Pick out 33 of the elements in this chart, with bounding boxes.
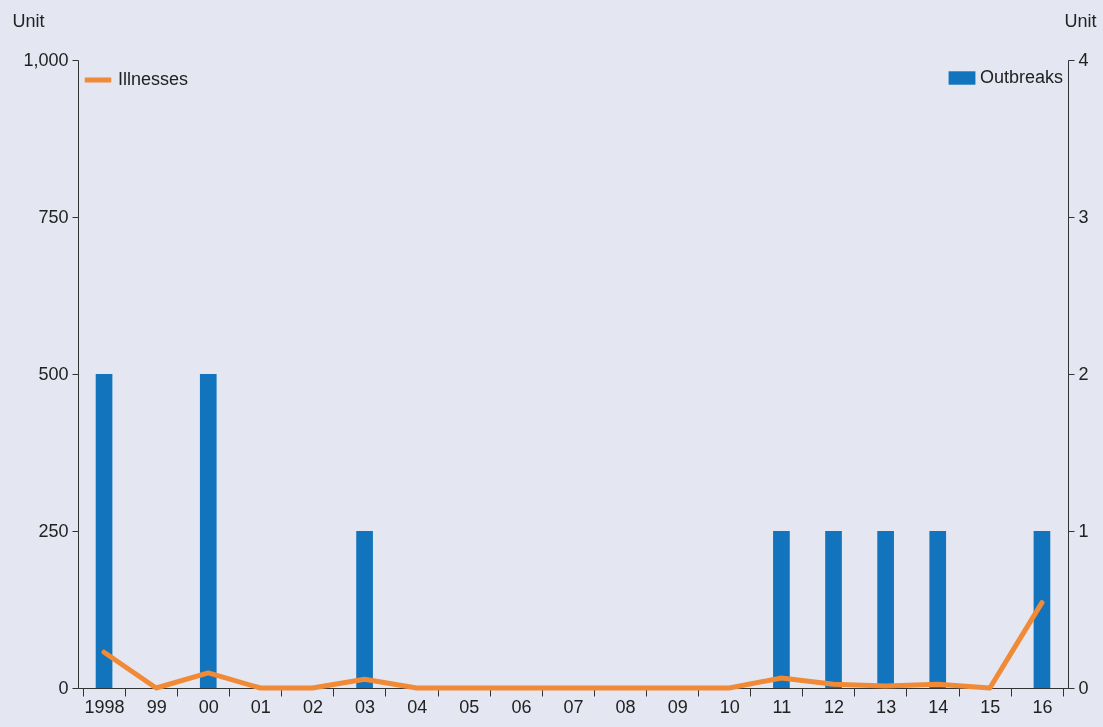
x-tick-label: 00 xyxy=(198,696,219,717)
y-axis-title: Unit xyxy=(12,10,45,31)
y2-tick-label: 1 xyxy=(1078,520,1089,541)
x-tick-label: 16 xyxy=(1032,696,1053,717)
x-tick-label: 06 xyxy=(511,696,532,717)
y2-axis-title: Unit xyxy=(1064,10,1097,31)
y-tick-label: 250 xyxy=(38,520,69,541)
x-tick-label: 01 xyxy=(250,696,271,717)
x-tick-label: 10 xyxy=(719,696,740,717)
x-tick-label: 02 xyxy=(302,696,323,717)
x-tick-label: 99 xyxy=(146,696,167,717)
x-tick-label: 12 xyxy=(824,696,845,717)
x-tick-label: 13 xyxy=(876,696,897,717)
x-tick-label: 1998 xyxy=(84,696,125,717)
y2-tick-label: 4 xyxy=(1078,49,1089,70)
x-tick-label: 09 xyxy=(667,696,688,717)
x-tick-label: 14 xyxy=(928,696,949,717)
x-tick-label: 07 xyxy=(563,696,584,717)
x-tick-label: 15 xyxy=(980,696,1001,717)
y-tick-label: 750 xyxy=(38,206,69,227)
y-tick-label: 0 xyxy=(58,677,69,698)
y2-tick-label: 3 xyxy=(1078,206,1089,227)
x-tick-label: 03 xyxy=(355,696,376,717)
x-tick-label: 08 xyxy=(615,696,636,717)
x-tick-label: 04 xyxy=(407,696,428,717)
y2-tick-label: 0 xyxy=(1078,677,1089,698)
legend-label: Outbreaks xyxy=(980,67,1064,87)
y2-tick-label: 2 xyxy=(1078,363,1089,384)
x-tick-label: 05 xyxy=(459,696,480,717)
x-tick-label: 11 xyxy=(772,696,792,717)
y-tick-label: 1,000 xyxy=(23,49,69,70)
legend-label: Illnesses xyxy=(118,69,189,89)
y-tick-label: 500 xyxy=(38,363,69,384)
